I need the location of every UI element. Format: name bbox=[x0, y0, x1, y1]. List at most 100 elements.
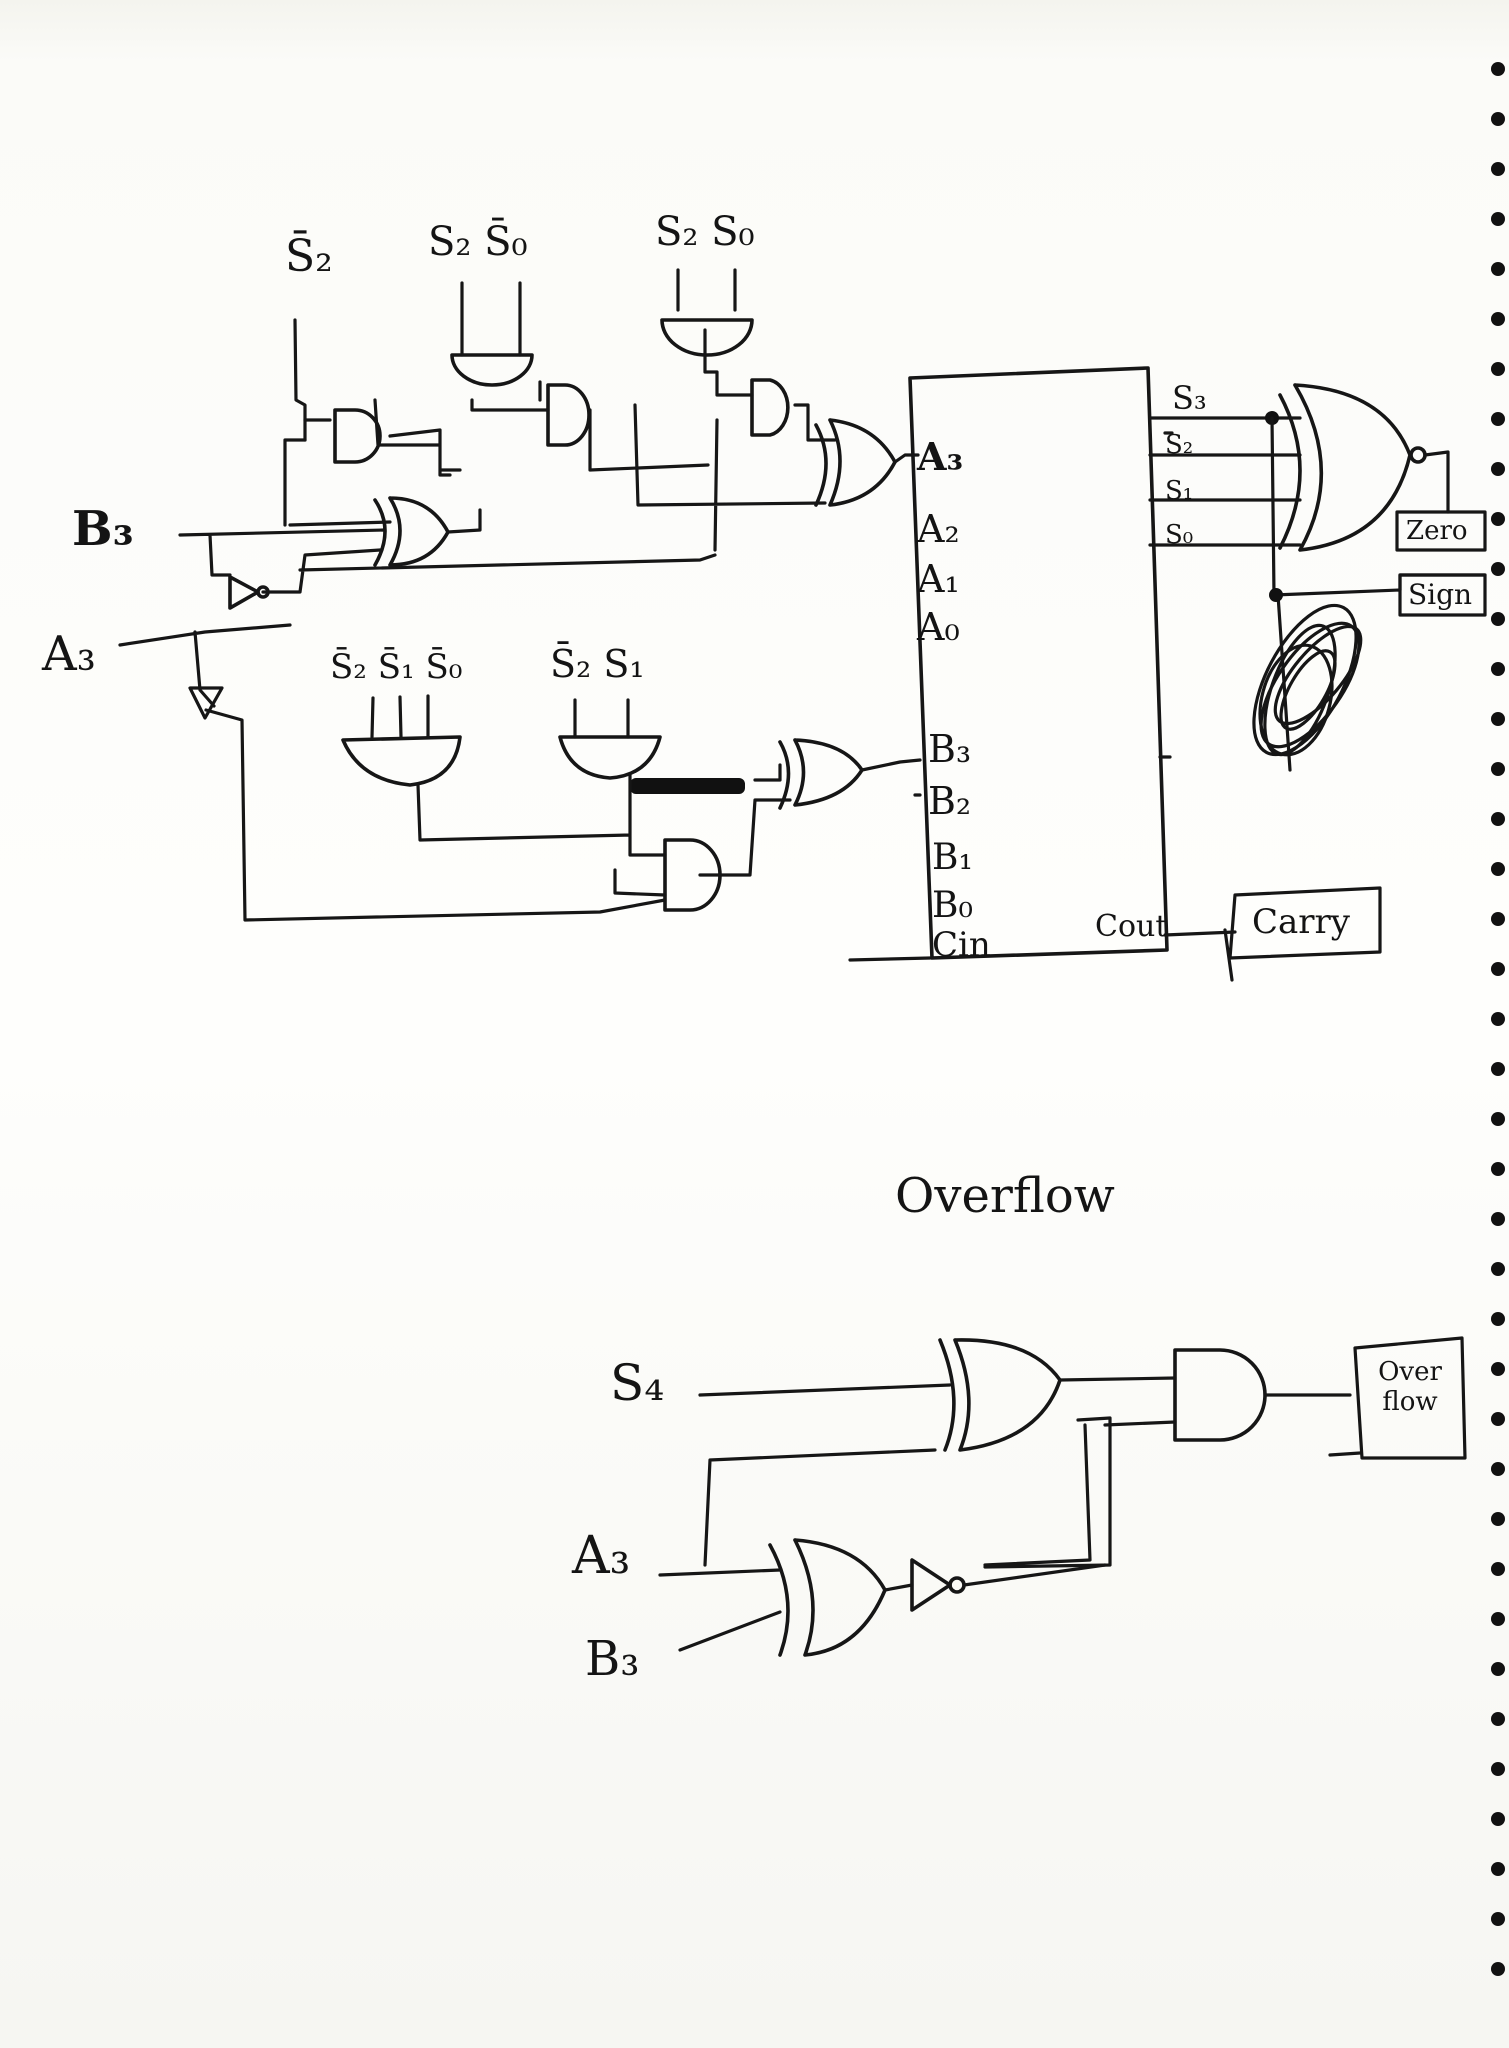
spiral-hole bbox=[1491, 462, 1505, 476]
spiral-hole bbox=[1491, 1362, 1505, 1376]
spiral-hole bbox=[1491, 1062, 1505, 1076]
spiral-hole bbox=[1491, 1962, 1505, 1976]
and-gate-1 bbox=[333, 408, 382, 464]
spiral-hole bbox=[1491, 1762, 1505, 1776]
sign-box bbox=[1398, 573, 1487, 617]
sum-s3: S₃ bbox=[1172, 379, 1207, 417]
wires-not-s2-s1 bbox=[573, 698, 630, 739]
or-gate-a3 bbox=[814, 418, 897, 507]
sum-s0: S₀ bbox=[1165, 520, 1194, 550]
spiral-hole bbox=[1491, 362, 1505, 376]
adder-a1: A₁ bbox=[917, 557, 960, 601]
spiral-hole bbox=[1491, 612, 1505, 626]
wires-not-s2-s1-s0 bbox=[370, 694, 430, 739]
spiral-hole bbox=[1491, 662, 1505, 676]
wire-not-to-and bbox=[962, 1563, 1107, 1587]
spiral-hole bbox=[1491, 562, 1505, 576]
nor-gate-zero bbox=[1278, 383, 1412, 552]
spiral-hole bbox=[1491, 1412, 1505, 1426]
not-gate-overflow bbox=[910, 1558, 952, 1612]
spiral-hole bbox=[1491, 812, 1505, 826]
label-s2-s0: S₂ S₀ bbox=[655, 209, 755, 255]
wire-and-bottom bbox=[1103, 1420, 1177, 1427]
sum-s1: S₁ bbox=[1165, 476, 1194, 506]
carry-box bbox=[1223, 886, 1382, 982]
spiral-hole bbox=[1491, 862, 1505, 876]
adder-b3: B₃ bbox=[928, 727, 972, 771]
spiral-hole bbox=[1491, 1612, 1505, 1626]
spiral-hole bbox=[1491, 1562, 1505, 1576]
wire-cin bbox=[848, 956, 932, 962]
spiral-hole bbox=[1491, 1712, 1505, 1726]
label-not-s2-s1: S̄₂ S₁ bbox=[550, 642, 645, 686]
not-bubble-overflow bbox=[948, 1576, 966, 1594]
label-not-s2-s1-s0: S̄₂ S̄₁ S̄₀ bbox=[330, 647, 463, 687]
spiral-hole bbox=[1491, 1662, 1505, 1676]
and-gate-s2-not-s0 bbox=[450, 353, 534, 387]
label-s2-not-s0: S₂ S̄₀ bbox=[428, 219, 528, 265]
and-gate-not-s2-s1 bbox=[558, 735, 662, 780]
and-gate-3 bbox=[750, 378, 790, 437]
junction-sign bbox=[1269, 588, 1283, 602]
or-gate-b3 bbox=[778, 738, 864, 810]
wire-not-a3 bbox=[188, 686, 224, 720]
zero-flag-label: Zero bbox=[1406, 516, 1468, 546]
overflow-box bbox=[1328, 1336, 1467, 1460]
wire-xor-to-and bbox=[1058, 1376, 1177, 1382]
spiral-hole bbox=[1491, 762, 1505, 776]
xor-gate-overflow bbox=[938, 1338, 1062, 1452]
wires-b3 bbox=[178, 528, 717, 594]
adder-b2: B₂ bbox=[928, 779, 972, 823]
overflow-title: Overflow bbox=[895, 1168, 1115, 1224]
sum-s2: S₂ bbox=[1165, 430, 1194, 460]
and-gate-s2-s0 bbox=[660, 318, 754, 357]
and-gate-overflow bbox=[1173, 1348, 1267, 1442]
overflow-b3: B₃ bbox=[585, 1631, 640, 1687]
wires-sum-outputs bbox=[1148, 416, 1302, 547]
label-a3-input: A₃ bbox=[42, 626, 96, 682]
sign-flag-label: Sign bbox=[1408, 578, 1473, 611]
wire-s2-not-s0 bbox=[460, 281, 522, 357]
and-gate-2 bbox=[546, 383, 591, 447]
adder-side-ticks bbox=[913, 431, 1174, 797]
nor-bubble bbox=[1409, 446, 1427, 464]
spiral-hole bbox=[1491, 1262, 1505, 1276]
wires-a3-b3-overflow bbox=[658, 1568, 782, 1652]
spiral-hole bbox=[1491, 62, 1505, 76]
carry-flag-label: Carry bbox=[1252, 902, 1350, 942]
adder-cout: Cout bbox=[1095, 909, 1168, 944]
spiral-hole bbox=[1491, 1512, 1505, 1526]
wires-a3 bbox=[118, 623, 667, 922]
wire-xnor-not bbox=[883, 1583, 914, 1592]
spiral-hole bbox=[1491, 162, 1505, 176]
spiral-hole bbox=[1491, 112, 1505, 126]
adder-b0: B₀ bbox=[932, 885, 973, 926]
spiral-hole bbox=[1491, 1162, 1505, 1176]
wires-top-2 bbox=[283, 403, 827, 552]
adder-cin: Cin bbox=[932, 925, 991, 965]
spiral-hole bbox=[1491, 1212, 1505, 1226]
scribble-blob bbox=[1252, 603, 1363, 757]
wires-bottom-left bbox=[416, 758, 922, 897]
spiral-hole bbox=[1491, 712, 1505, 726]
spiral-hole bbox=[1491, 512, 1505, 526]
adder-block bbox=[908, 366, 1169, 960]
wire-feedback bbox=[703, 1416, 1112, 1569]
overflow-a3: A₃ bbox=[572, 1526, 631, 1586]
spiral-hole bbox=[1491, 1012, 1505, 1026]
adder-a2: A₂ bbox=[917, 507, 960, 551]
wire-zero bbox=[1423, 450, 1450, 514]
spiral-hole bbox=[1491, 1112, 1505, 1126]
label-not-s2: S̄₂ bbox=[285, 231, 333, 282]
spiral-hole bbox=[1491, 212, 1505, 226]
xnor-gate-overflow bbox=[768, 1538, 887, 1657]
spiral-hole bbox=[1491, 1912, 1505, 1926]
spiral-hole bbox=[1491, 262, 1505, 276]
spiral-hole bbox=[1491, 1862, 1505, 1876]
spiral-hole bbox=[1491, 412, 1505, 426]
zero-box bbox=[1395, 510, 1487, 552]
wires-top-1 bbox=[303, 328, 837, 477]
spiral-hole bbox=[1491, 1312, 1505, 1326]
